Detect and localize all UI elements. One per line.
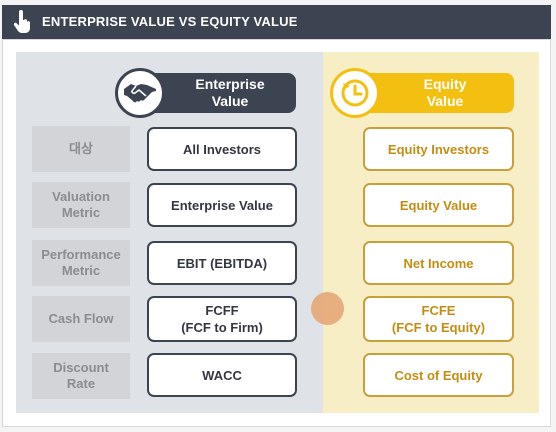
pointer-hand-icon bbox=[13, 10, 31, 33]
enterprise-cell-discount-rate: WACC bbox=[147, 353, 297, 397]
row-label-discount-rate: Discount Rate bbox=[32, 353, 130, 399]
cursor-highlight-dot bbox=[311, 292, 344, 325]
row-label-valuation-metric: Valuation Metric bbox=[32, 182, 130, 228]
equity-cell-cash-flow: FCFE (FCF to Equity) bbox=[363, 296, 514, 342]
clock-refresh-icon bbox=[330, 68, 380, 118]
row-label-performance-metric: Performance Metric bbox=[32, 240, 130, 286]
equity-cell-performance-metric: Net Income bbox=[363, 241, 514, 285]
equity-value-heading-text: Equity Value bbox=[423, 76, 467, 109]
enterprise-value-heading-text: Enterprise Value bbox=[195, 76, 265, 109]
equity-cell-valuation-metric: Equity Value bbox=[363, 183, 514, 227]
handshake-icon bbox=[115, 68, 165, 118]
enterprise-cell-target: All Investors bbox=[147, 127, 297, 171]
row-label-cash-flow: Cash Flow bbox=[32, 296, 130, 342]
enterprise-value-heading: Enterprise Value bbox=[140, 73, 296, 113]
enterprise-cell-cash-flow: FCFF (FCF to Firm) bbox=[147, 296, 297, 342]
enterprise-cell-valuation-metric: Enterprise Value bbox=[147, 183, 297, 227]
row-label-target: 대상 bbox=[32, 126, 130, 172]
equity-cell-target: Equity Investors bbox=[363, 127, 514, 171]
page-title: Enterprise Value vs Equity Value bbox=[42, 14, 298, 29]
header-bar: Enterprise Value vs Equity Value bbox=[2, 5, 551, 39]
equity-cell-discount-rate: Cost of Equity bbox=[363, 353, 514, 397]
enterprise-cell-performance-metric: EBIT (EBITDA) bbox=[147, 241, 297, 285]
